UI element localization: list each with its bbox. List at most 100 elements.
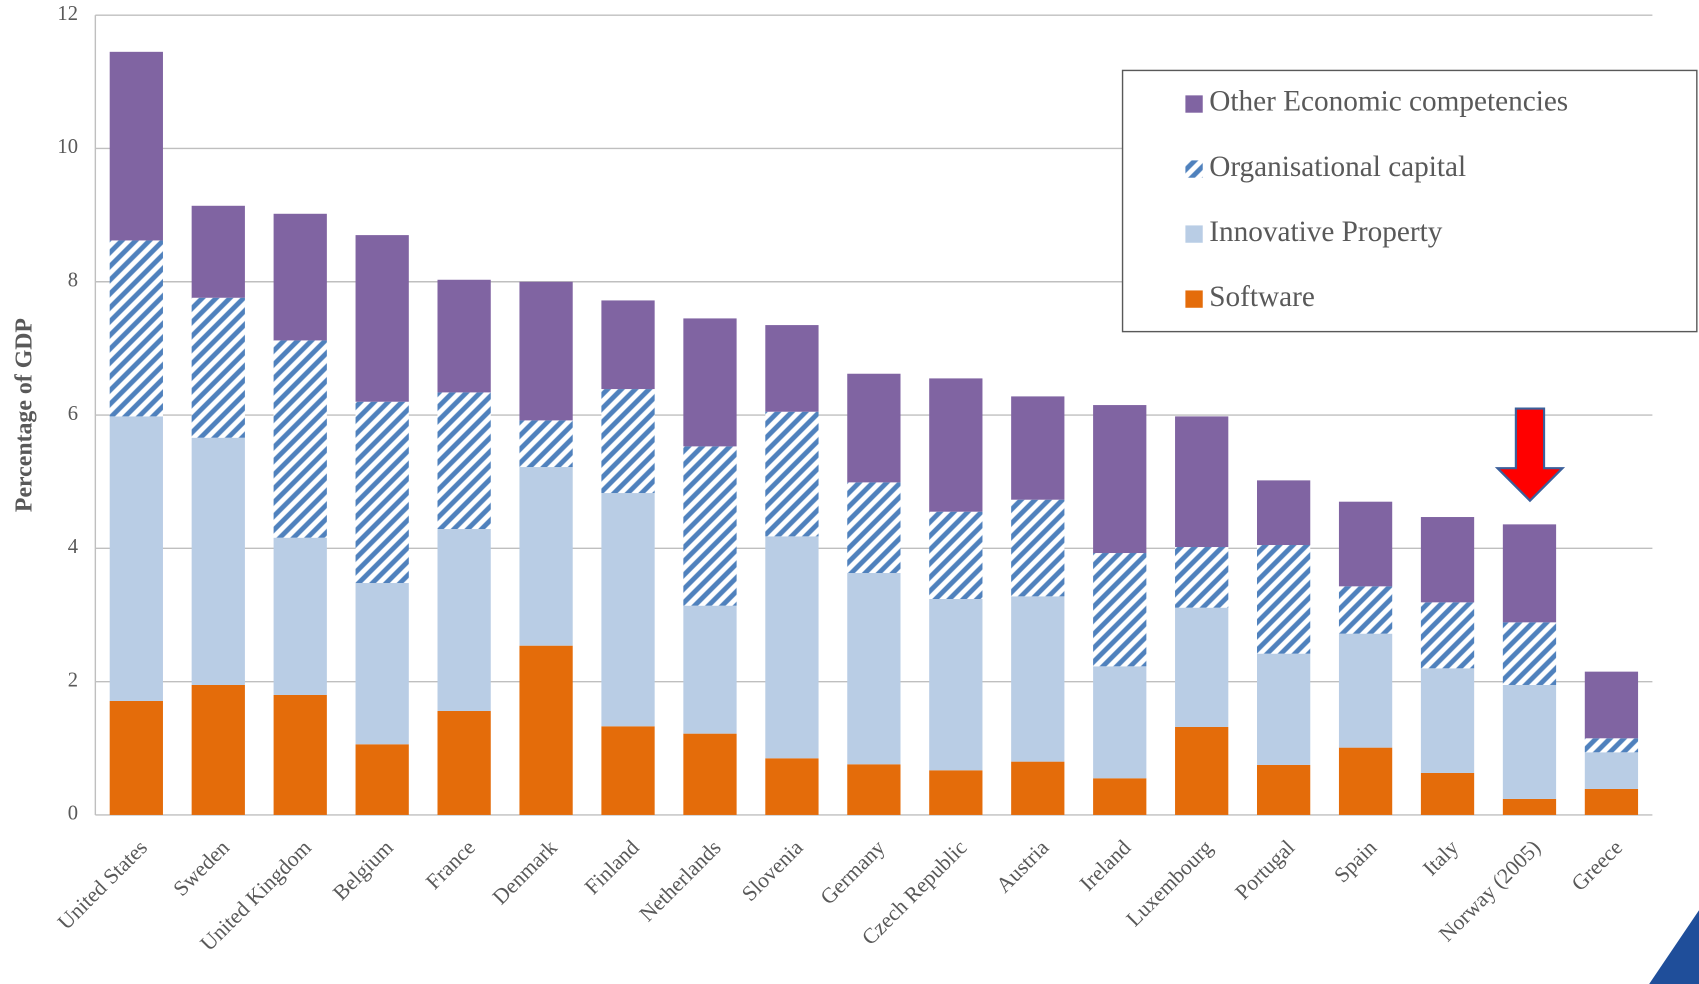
bar-segment xyxy=(355,235,409,402)
y-tick-label: 2 xyxy=(68,669,78,691)
bar-segment xyxy=(109,51,163,241)
x-tick-label: Austria xyxy=(991,835,1053,897)
bar-segment xyxy=(847,482,901,574)
bar-segment xyxy=(1256,653,1311,765)
bar-segment xyxy=(519,467,573,646)
bar-segment xyxy=(1093,553,1147,667)
bar-segment xyxy=(191,437,245,685)
legend-swatch xyxy=(1185,290,1203,308)
x-tick-label: Belgium xyxy=(328,835,398,905)
x-tick-label: Portugal xyxy=(1230,835,1299,904)
x-tick-label: Netherlands xyxy=(635,835,726,926)
bar-segment xyxy=(929,378,983,512)
legend-label: Software xyxy=(1209,281,1315,313)
bar-segment xyxy=(847,373,901,483)
bar-segment xyxy=(437,392,491,530)
bar-segment xyxy=(929,770,983,815)
corner-decoration xyxy=(1649,910,1699,984)
x-tick-label: United States xyxy=(53,835,152,934)
bar-segment xyxy=(1175,726,1229,815)
bar-segment xyxy=(765,758,819,815)
legend-label: Other Economic competencies xyxy=(1209,86,1568,118)
x-tick-label: Germany xyxy=(816,835,890,909)
bar-segment xyxy=(437,710,491,815)
x-tick-label: Finland xyxy=(580,835,644,899)
bar-segment xyxy=(1502,622,1557,685)
bar-segment xyxy=(847,573,901,765)
bar-segment xyxy=(1420,772,1475,815)
y-axis-title: Percentage of GDP xyxy=(11,318,37,512)
bar-segment xyxy=(601,726,655,815)
bar-segment xyxy=(1338,586,1393,634)
bar-segment xyxy=(355,583,409,745)
bar-segment xyxy=(929,599,983,771)
bar-segment xyxy=(273,340,327,538)
x-tick-label: Italy xyxy=(1418,835,1463,880)
bar-segment xyxy=(1011,596,1065,762)
bar-segment xyxy=(683,446,737,606)
bar-segment xyxy=(1011,396,1065,500)
bar-segment xyxy=(519,281,573,421)
bar-segment xyxy=(519,420,573,468)
x-tick-label: Slovenia xyxy=(737,835,808,906)
bar-segment xyxy=(273,213,327,341)
bar-segment xyxy=(1584,788,1639,815)
bar-segment xyxy=(765,411,819,537)
bar-segment xyxy=(1420,668,1475,773)
bar-segment xyxy=(437,279,491,393)
bar-segment xyxy=(355,401,409,584)
bar-segment xyxy=(847,764,901,815)
bar-segment xyxy=(765,325,819,412)
bar-segment xyxy=(109,416,163,701)
x-tick-label: Ireland xyxy=(1075,835,1135,895)
bar-segment xyxy=(1175,607,1229,727)
bar-segment xyxy=(191,297,245,438)
bar-segment xyxy=(1256,480,1311,546)
bar-segment xyxy=(273,694,327,815)
bar-segment xyxy=(1584,671,1639,739)
legend-box xyxy=(1121,69,1698,333)
legend-swatch xyxy=(1185,95,1203,113)
bar-segment xyxy=(1502,684,1557,799)
bar-segment xyxy=(1256,545,1311,654)
bar-segment xyxy=(683,318,737,447)
bar-segment xyxy=(1502,524,1557,623)
annotation-arrow xyxy=(1494,407,1566,503)
bar-segment xyxy=(1093,778,1147,815)
bar-segment xyxy=(1093,405,1147,554)
bar-segment xyxy=(1011,499,1065,597)
bar-segment xyxy=(683,733,737,815)
x-tick-label: Luxembourg xyxy=(1122,835,1218,931)
bar-segment xyxy=(191,684,245,815)
x-tick-label: Denmark xyxy=(488,835,562,909)
bar-segment xyxy=(109,700,163,815)
x-tick-label: Sweden xyxy=(169,835,235,901)
bar-segment xyxy=(355,744,409,815)
bar-segment xyxy=(929,511,983,600)
legend-label: Innovative Property xyxy=(1209,216,1442,248)
bar-segment xyxy=(1502,798,1557,815)
legend-label: Organisational capital xyxy=(1209,151,1466,183)
bar-segment xyxy=(601,300,655,390)
y-tick-label: 0 xyxy=(68,803,78,825)
bar-segment xyxy=(1338,747,1393,815)
bar-segment xyxy=(1584,752,1639,789)
legend-swatch xyxy=(1185,225,1203,243)
y-tick-label: 12 xyxy=(57,3,78,25)
bar-segment xyxy=(273,537,327,695)
x-tick-label: Spain xyxy=(1329,835,1381,887)
bar-segment xyxy=(1338,501,1393,587)
y-tick-label: 6 xyxy=(68,403,78,425)
bar-segment xyxy=(109,240,163,417)
legend-swatch xyxy=(1185,160,1203,178)
y-tick-label: 10 xyxy=(57,136,78,158)
bar-segment xyxy=(437,529,491,711)
bar-segment xyxy=(1420,602,1475,669)
bar-segment xyxy=(601,493,655,727)
bar-segment xyxy=(1093,666,1147,779)
bar-segment xyxy=(519,645,573,815)
bar-segment xyxy=(1175,416,1229,548)
bar-segment xyxy=(1338,633,1393,748)
y-tick-label: 8 xyxy=(68,269,78,291)
